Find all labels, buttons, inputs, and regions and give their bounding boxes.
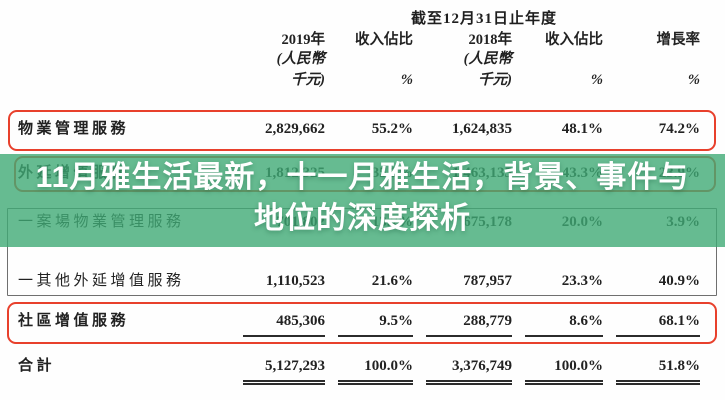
value-text: 74.2% (658, 121, 700, 137)
cell-2018-value: 288,779 (413, 311, 512, 337)
table-row-total: 合計 5,127,293 100.0% 3,376,749 100.0% 51.… (18, 356, 700, 385)
value-text: 9.5% (338, 311, 413, 337)
value-text: 3,376,749 (426, 356, 512, 385)
header-empty (325, 49, 413, 69)
col-2018-currency: (人民幣 (463, 51, 512, 67)
table-row: 社區增值服務 485,306 9.5% 288,779 8.6% 68.1% (18, 311, 700, 337)
headline-text: 11月雅生活最新，十一月雅生活，背景、事件与 地位的深度探析 (0, 157, 725, 239)
cell-growth: 68.1% (603, 311, 700, 337)
col-2019-unit: 千元) (291, 72, 325, 88)
cell-2018-share: 100.0% (512, 356, 603, 385)
value-text: 23.3% (561, 273, 603, 289)
value-text: 100.0% (525, 356, 603, 385)
col-2019-currency: (人民幣 (276, 51, 325, 67)
row-label: 社區增值服務 (18, 313, 130, 329)
col-2018-label: 2018年 (468, 32, 513, 48)
value-text: 1,110,523 (265, 273, 325, 289)
value-text: 5,127,293 (243, 356, 325, 385)
column-header-row-2: (人民幣 (人民幣 (18, 49, 700, 69)
cell-2019-value: 1,110,523 (230, 271, 325, 295)
column-header-row-3: 千元) % 千元) % % (18, 70, 700, 90)
value-text: 40.9% (658, 273, 700, 289)
highlight-box-property-management (8, 110, 716, 151)
row-label: 合計 (18, 358, 56, 374)
cell-2018-share: 23.3% (512, 271, 603, 295)
cell-2018-value: 1,624,835 (413, 119, 512, 143)
cell-2018-share: 8.6% (512, 311, 603, 337)
value-text: 787,957 (463, 273, 512, 289)
col-share-2019-label: 收入佔比 (355, 32, 413, 48)
col-share-2018-unit: % (590, 72, 603, 88)
headline-overlay (0, 154, 725, 247)
col-growth-unit: % (687, 72, 700, 88)
header-empty (603, 49, 700, 69)
value-text: 100.0% (338, 356, 413, 385)
value-text: 51.8% (616, 356, 700, 385)
cell-2018-value: 3,376,749 (413, 356, 512, 385)
header-spacer (18, 49, 230, 69)
header-spacer (18, 30, 230, 50)
table-row: 一其他外延增值服務 1,110,523 21.6% 787,957 23.3% … (18, 271, 700, 295)
cell-growth: 40.9% (603, 271, 700, 295)
cell-2018-value: 787,957 (413, 271, 512, 295)
col-growth-label: 增長率 (656, 32, 701, 48)
value-text: 55.2% (371, 121, 413, 137)
cell-2019-value: 2,829,662 (230, 119, 325, 143)
col-share-2019-unit: % (400, 72, 413, 88)
col-share-2018-label: 收入佔比 (545, 32, 603, 48)
cell-2019-share: 100.0% (325, 356, 413, 385)
cell-2018-share: 48.1% (512, 119, 603, 143)
column-header-row-1: 2019年 收入佔比 2018年 收入佔比 增長率 (18, 30, 701, 50)
value-text: 2,829,662 (265, 121, 325, 137)
row-label: 一其他外延增值服務 (18, 273, 185, 289)
cell-growth: 51.8% (603, 356, 700, 385)
highlight-box-community-vas (7, 302, 717, 344)
col-2019-label: 2019年 (281, 32, 326, 48)
cell-2019-share: 9.5% (325, 311, 413, 337)
cell-2019-value: 485,306 (230, 311, 325, 337)
headline-line-1: 11月雅生活最新，十一月雅生活，背景、事件与 (35, 161, 690, 194)
cell-2019-share: 55.2% (325, 119, 413, 143)
table-span-header: 截至12月31日止年度 (410, 11, 557, 27)
value-text: 68.1% (616, 311, 700, 337)
cell-2019-share: 21.6% (325, 271, 413, 295)
value-text: 288,779 (426, 311, 512, 337)
headline-line-2: 地位的深度探析 (254, 202, 471, 235)
cell-growth: 74.2% (603, 119, 700, 143)
header-spacer (18, 70, 230, 90)
value-text: 21.6% (371, 273, 413, 289)
col-2018-unit: 千元) (478, 72, 512, 88)
table-row: 物業管理服務 2,829,662 55.2% 1,624,835 48.1% 7… (18, 119, 700, 143)
value-text: 8.6% (525, 311, 603, 337)
value-text: 485,306 (243, 311, 325, 337)
row-label: 物業管理服務 (18, 121, 130, 137)
value-text: 48.1% (561, 121, 603, 137)
value-text: 1,624,835 (452, 121, 512, 137)
cell-2019-value: 5,127,293 (230, 356, 325, 385)
header-empty (512, 49, 603, 69)
